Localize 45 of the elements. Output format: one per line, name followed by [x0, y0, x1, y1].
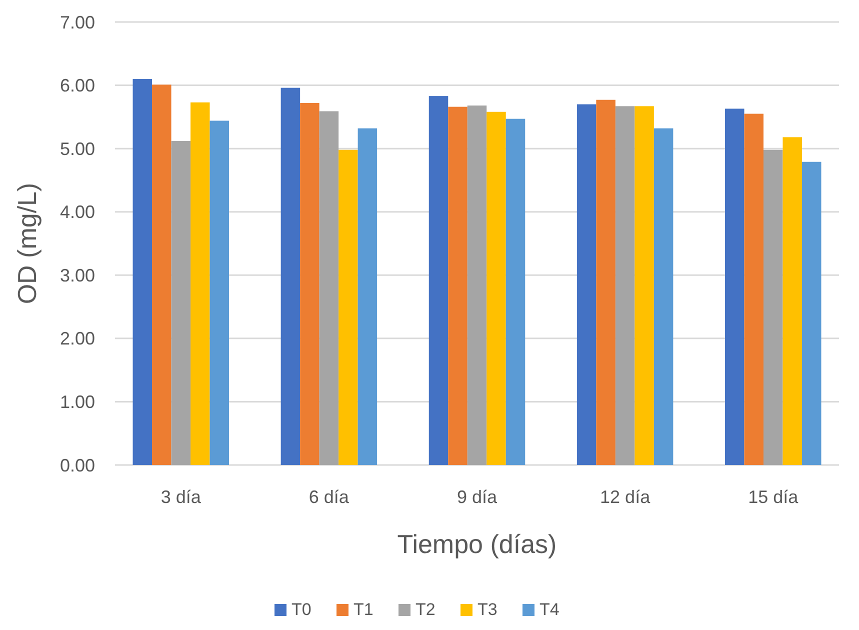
y-tick-label: 2.00 [60, 328, 95, 349]
bar [319, 111, 339, 465]
x-tick-label: 9 día [456, 487, 498, 507]
x-tick-label: 12 día [600, 487, 652, 507]
y-tick-label: 1.00 [60, 392, 95, 412]
x-tick-label: 3 día [160, 487, 202, 507]
legend-label: T4 [540, 600, 560, 619]
legend-label: T0 [292, 600, 312, 619]
bar [744, 114, 764, 465]
legend-label: T3 [478, 600, 498, 619]
bar [210, 120, 230, 465]
bar [358, 128, 378, 465]
y-tick-label: 4.00 [60, 202, 95, 222]
x-tick-label: 15 día [748, 487, 800, 507]
bar [428, 96, 448, 465]
bar [506, 118, 526, 465]
bar [654, 128, 674, 465]
bar [724, 108, 744, 465]
bar [782, 137, 802, 465]
bar [280, 88, 300, 465]
bar [300, 103, 320, 465]
x-tick-label: 6 día [308, 487, 350, 507]
y-tick-label: 6.00 [60, 76, 95, 96]
bar [171, 140, 191, 465]
bar [467, 106, 487, 465]
bar [634, 106, 654, 465]
bar [802, 162, 822, 465]
bar [448, 106, 468, 465]
y-axis-title: OD (mg/L) [12, 182, 42, 304]
legend-label: T1 [354, 600, 374, 619]
bar [615, 106, 635, 465]
bar [190, 102, 210, 465]
bar [576, 104, 596, 465]
bar [152, 84, 172, 465]
y-tick-label: 5.00 [60, 138, 95, 159]
legend-label: T2 [416, 600, 436, 619]
y-tick-label: 3.00 [60, 265, 95, 286]
y-tick-label: 7.00 [60, 12, 95, 32]
bar [132, 78, 152, 465]
x-axis-title: Tiempo (días) [397, 529, 557, 559]
bar [486, 112, 506, 465]
y-tick-label: 0.00 [60, 455, 95, 476]
bar [338, 150, 358, 465]
bar [763, 150, 783, 465]
bar [596, 100, 616, 465]
